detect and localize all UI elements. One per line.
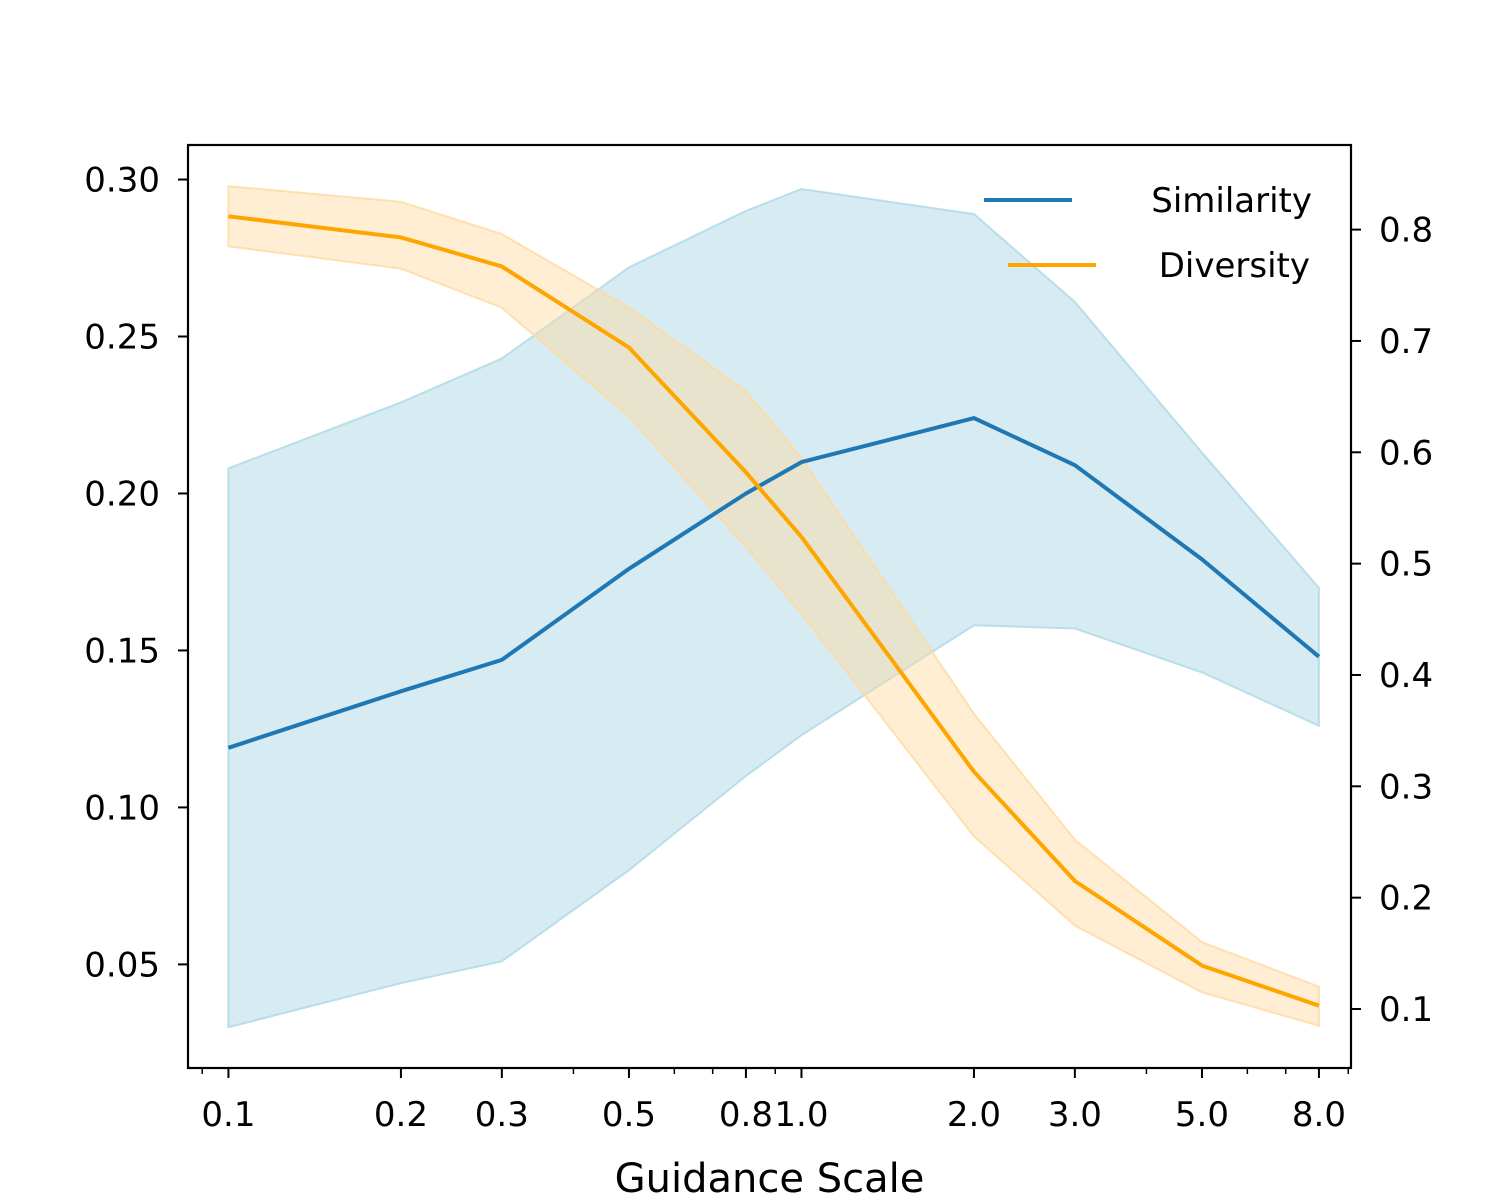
- plot-frame: [186, 143, 1353, 1070]
- series-lines: [227, 214, 1321, 1008]
- legend: Similarity Diversity: [984, 181, 1312, 286]
- y-axis-left: 0.05 0.10 0.15 0.20 0.25 0.30: [84, 161, 188, 985]
- x-axis: 0.1 0.2 0.3 0.5 0.8 1.0 2.0 3.0 5.0 8.0: [201, 1068, 1350, 1135]
- y-right-tick-label: 0.8: [1379, 211, 1433, 251]
- y-right-tick-label: 0.1: [1379, 990, 1433, 1030]
- y-right-tick-label: 0.6: [1379, 433, 1433, 473]
- confidence-bands: [227, 185, 1320, 1029]
- x-tick-label: 0.8: [719, 1095, 773, 1135]
- x-tick-label: 0.5: [602, 1095, 656, 1135]
- y-left-tick-label: 0.25: [84, 318, 160, 358]
- y-right-tick-label: 0.3: [1379, 767, 1433, 807]
- y-axis-right: 0.1 0.2 0.3 0.4 0.5 0.6 0.7 0.8: [1351, 211, 1433, 1030]
- x-tick-label: 0.1: [201, 1095, 255, 1135]
- y-right-tick-label: 0.5: [1379, 545, 1433, 585]
- x-tick-label: 0.3: [475, 1095, 529, 1135]
- diversity-line: [228, 214, 1320, 1008]
- y-left-tick-label: 0.20: [84, 474, 160, 514]
- y-left-tick-label: 0.10: [84, 788, 160, 828]
- diversity-band: [227, 185, 1320, 1028]
- x-tick-label: 3.0: [1048, 1095, 1102, 1135]
- x-tick-label: 8.0: [1292, 1095, 1346, 1135]
- similarity-line: [227, 416, 1321, 750]
- x-tick-label: 1.0: [774, 1095, 828, 1135]
- y-right-tick-label: 0.4: [1379, 656, 1433, 696]
- legend-diversity-label: Diversity: [1159, 246, 1310, 286]
- legend-similarity-label: Similarity: [1151, 181, 1312, 221]
- y-right-tick-label: 0.7: [1379, 322, 1433, 362]
- y-left-tick-label: 0.05: [84, 945, 160, 985]
- y-left-tick-label: 0.30: [84, 161, 160, 201]
- y-right-tick-label: 0.2: [1379, 879, 1433, 919]
- x-tick-label: 5.0: [1175, 1095, 1229, 1135]
- x-tick-label: 2.0: [947, 1095, 1001, 1135]
- y-left-tick-label: 0.15: [84, 631, 160, 671]
- x-tick-label: 0.2: [374, 1095, 428, 1135]
- x-axis-label: Guidance Scale: [615, 1156, 925, 1200]
- similarity-band: [227, 187, 1320, 1029]
